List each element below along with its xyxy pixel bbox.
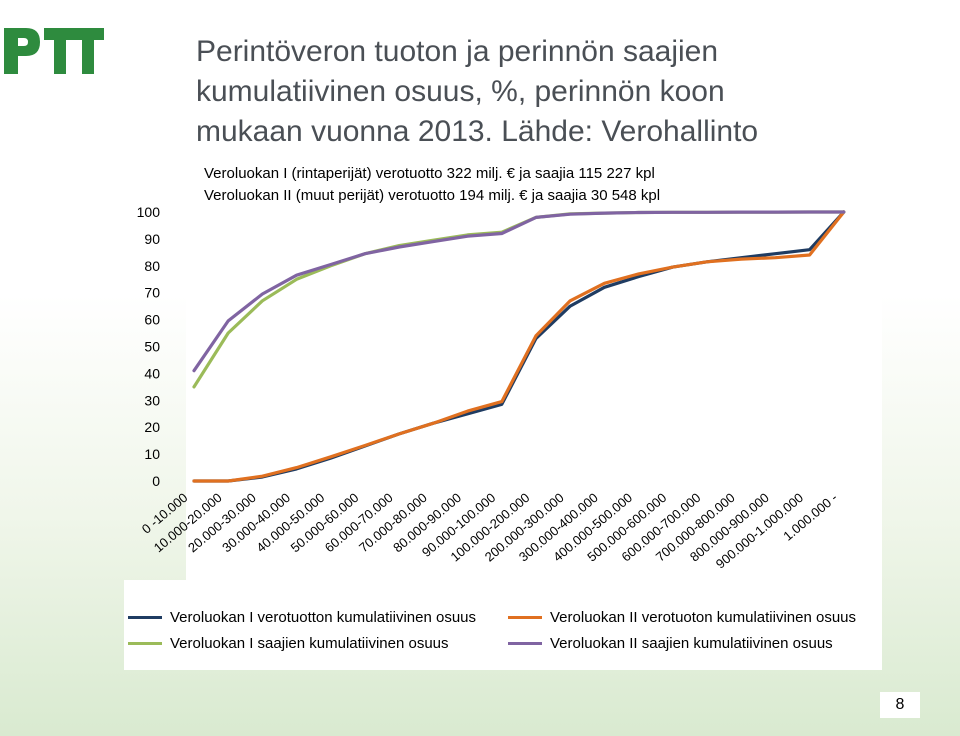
- y-tick-label: 80: [144, 258, 160, 274]
- legend-item-vl1-recipients: Veroluokan I saajien kumulatiivinen osuu…: [128, 631, 449, 655]
- y-axis: 0 10 20 30 40 50 60 70 80 90 100: [137, 204, 161, 489]
- series-line-vl1-recipients: [192, 210, 846, 389]
- chart-annotation-2: Veroluokan II (muut perijät) verotuotto …: [204, 187, 660, 204]
- legend-swatch: [508, 641, 542, 645]
- page-number: 8: [880, 692, 920, 718]
- x-axis: 0 -10.00010.000-20.00020.000-30.00030.00…: [139, 490, 841, 572]
- y-tick-label: 50: [144, 339, 160, 355]
- y-tick-label: 30: [144, 392, 160, 408]
- plot-area-background: [186, 155, 882, 580]
- legend-label: Veroluokan II verotuoton kumulatiivinen …: [550, 608, 857, 626]
- series-line-vl2-recipients: [192, 210, 846, 373]
- y-tick-label: 70: [144, 285, 160, 301]
- slide-title: Perintöveron tuoton ja perinnön saajien …: [196, 35, 759, 148]
- legend-item-vl2-recipients: Veroluokan II saajien kumulatiivinen osu…: [508, 631, 833, 655]
- y-tick-label: 90: [144, 231, 160, 247]
- y-tick-label: 40: [144, 365, 160, 381]
- series-lines: [192, 210, 846, 483]
- legend-label: Veroluokan I saajien kumulatiivinen osuu…: [170, 634, 449, 652]
- legend-swatch: [128, 615, 162, 619]
- chart-annotation-1: Veroluokan I (rintaperijät) verotuotto 3…: [204, 165, 655, 182]
- y-tick-label: 10: [144, 446, 160, 462]
- legend-background: [124, 580, 882, 670]
- y-tick-label: 0: [152, 473, 160, 489]
- ptt-logo: [4, 28, 104, 74]
- y-tick-label: 100: [137, 204, 161, 220]
- y-tick-label: 20: [144, 419, 160, 435]
- legend-label: Veroluokan II saajien kumulatiivinen osu…: [550, 634, 833, 652]
- y-tick-label: 60: [144, 312, 160, 328]
- legend-swatch: [128, 641, 162, 645]
- legend-swatch: [508, 615, 542, 619]
- series-line-vl1-tax: [192, 210, 846, 483]
- legend-item-vl1-tax: Veroluokan I verotuotton kumulatiivinen …: [128, 605, 476, 629]
- legend-label: Veroluokan I verotuotton kumulatiivinen …: [170, 608, 477, 626]
- series-line-vl2-tax: [192, 210, 846, 483]
- legend-item-vl2-tax: Veroluokan II verotuoton kumulatiivinen …: [508, 605, 856, 629]
